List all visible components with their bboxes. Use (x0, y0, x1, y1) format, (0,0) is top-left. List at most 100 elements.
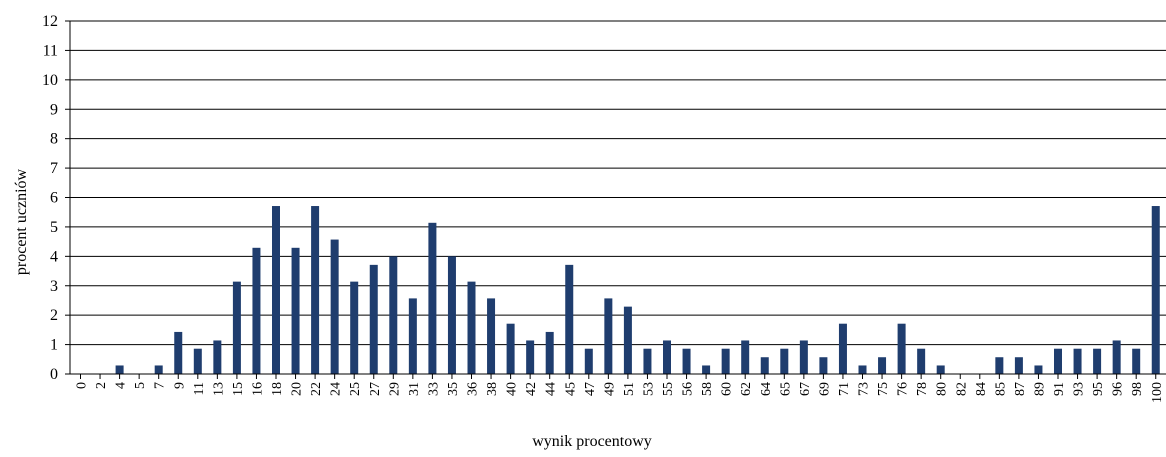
x-tick-label: 33 (426, 382, 441, 396)
bar (1034, 365, 1043, 374)
x-tick-label: 18 (270, 382, 285, 396)
bar (174, 331, 183, 374)
bar (917, 348, 926, 374)
y-tick-label: 8 (50, 131, 58, 148)
x-tick-label: 42 (524, 382, 539, 396)
bar (780, 348, 789, 374)
x-tick-label: 65 (778, 382, 793, 396)
x-tick-label: 91 (1052, 382, 1067, 396)
x-tick-label: 98 (1130, 382, 1145, 396)
bar (623, 306, 632, 374)
bar (604, 298, 613, 374)
bar (897, 323, 906, 374)
x-tick-label: 2 (94, 382, 109, 389)
bar (1151, 206, 1160, 374)
x-tick-label: 89 (1032, 382, 1047, 396)
bar (447, 256, 456, 374)
x-tick-label: 29 (387, 382, 402, 396)
y-tick-label: 0 (50, 366, 58, 383)
x-tick-label: 49 (602, 382, 617, 396)
x-tick-label: 80 (935, 382, 950, 396)
bar (213, 340, 222, 374)
bar (545, 331, 554, 374)
x-tick-label: 84 (974, 382, 989, 396)
x-tick-label: 25 (348, 382, 363, 396)
x-tick-label: 55 (661, 382, 676, 396)
x-tick-label: 51 (622, 382, 637, 396)
x-tick-label: 78 (915, 382, 930, 396)
y-tick-label: 2 (50, 307, 58, 324)
x-tick-label: 35 (446, 382, 461, 396)
x-tick-label: 71 (837, 382, 852, 396)
bar (584, 348, 593, 374)
bar (428, 222, 437, 374)
x-tick-label: 13 (211, 382, 226, 396)
bar (721, 348, 730, 374)
bar (291, 247, 300, 374)
x-tick-label: 5 (133, 382, 148, 389)
bar (1073, 348, 1082, 374)
bar (838, 323, 847, 374)
x-tick-label: 53 (641, 382, 656, 396)
bar (526, 340, 535, 374)
y-tick-label: 9 (50, 101, 58, 118)
bar (330, 239, 339, 374)
y-tick-label: 1 (50, 337, 58, 354)
axes (69, 21, 1166, 375)
x-tick-label: 56 (681, 382, 696, 396)
x-tick-label: 95 (1091, 382, 1106, 396)
gridlines (65, 20, 1166, 375)
bar (408, 298, 417, 374)
bar (1093, 348, 1102, 374)
x-tick-label: 7 (153, 382, 168, 389)
bar (878, 357, 887, 374)
bar (506, 323, 515, 374)
bar (154, 365, 163, 374)
bar (760, 357, 769, 374)
x-axis-title: wynik procentowy (532, 433, 652, 450)
x-tick-label: 22 (309, 382, 324, 396)
bar (702, 365, 711, 374)
bar (936, 365, 945, 374)
x-tick-label: 85 (993, 382, 1008, 396)
y-tick-label: 5 (50, 219, 58, 236)
x-tick-label: 47 (583, 382, 598, 396)
x-tick-label: 73 (857, 382, 872, 396)
x-tick-label: 20 (290, 382, 305, 396)
bar (389, 256, 398, 374)
y-tick-label: 12 (42, 13, 58, 30)
bar (565, 264, 574, 374)
x-tick-label: 44 (544, 382, 559, 396)
x-tick-label: 100 (1150, 382, 1165, 403)
bar (487, 298, 496, 374)
x-tick-label: 45 (563, 382, 578, 396)
y-tick-label: 7 (50, 160, 58, 177)
bar (232, 281, 241, 374)
x-tick-label: 4 (114, 382, 129, 389)
x-tick-label: 93 (1072, 382, 1087, 396)
x-tick-label: 87 (1013, 382, 1028, 396)
y-tick-label: 10 (42, 72, 58, 89)
bar (1132, 348, 1141, 374)
y-axis-title: procent uczniów (13, 168, 30, 275)
x-tick-labels: 0 2 4 5 7 9 11 13 15 16 18 20 22 24 25 27 29 31 33 35 36 38 40… (75, 374, 1165, 403)
x-tick-label: 96 (1111, 382, 1126, 396)
bar (193, 348, 202, 374)
x-tick-label: 38 (485, 382, 500, 396)
y-tick-label: 3 (50, 278, 58, 295)
bar (311, 206, 320, 374)
bar (272, 206, 280, 374)
bars (115, 206, 1160, 374)
bar (350, 281, 359, 374)
x-tick-label: 24 (329, 382, 344, 396)
bar (643, 348, 652, 374)
x-tick-label: 75 (876, 382, 891, 396)
x-tick-label: 0 (75, 382, 90, 389)
x-tick-label: 58 (700, 382, 715, 396)
bar (369, 264, 378, 374)
bar (467, 281, 476, 374)
x-tick-label: 69 (817, 382, 832, 396)
y-tick-label: 4 (50, 248, 58, 265)
